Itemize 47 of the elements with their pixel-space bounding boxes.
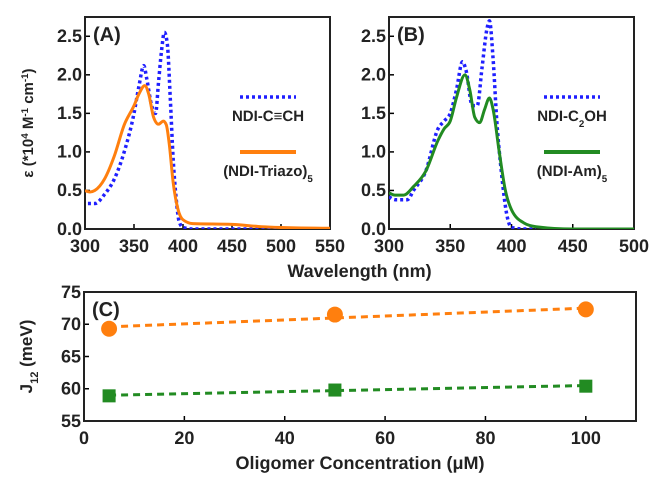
y-tick-label: 1.0 bbox=[56, 142, 82, 162]
y-tick-label: 2.0 bbox=[360, 64, 386, 85]
y-tick-label: 0.5 bbox=[56, 180, 82, 200]
x-tick-label: 350 bbox=[118, 236, 150, 256]
line-series bbox=[85, 84, 330, 229]
point bbox=[579, 380, 592, 393]
y-tick-label: 1.5 bbox=[56, 103, 82, 124]
y-tick-label: 0.5 bbox=[360, 180, 386, 200]
point bbox=[102, 389, 116, 402]
point bbox=[578, 301, 594, 318]
x-axis-title: Wavelength (nm) bbox=[287, 261, 432, 281]
legend-label: NDI-C$_{2}$OH bbox=[537, 108, 607, 130]
line-series bbox=[389, 19, 538, 229]
legend-label: (NDI-Am)$_{5}$ bbox=[536, 163, 608, 184]
legend-label: (NDI-Triazo)$_{5}$ bbox=[223, 163, 314, 184]
x-tick-label: 500 bbox=[618, 236, 650, 256]
y-tick-label: 2.5 bbox=[360, 26, 386, 46]
x-tick-label: 350 bbox=[435, 236, 466, 256]
y-tick-label: 2.0 bbox=[56, 64, 82, 85]
chart-title: (A) bbox=[93, 24, 121, 46]
y-tick-label: 70 bbox=[60, 314, 81, 334]
x-tick-label: 400 bbox=[496, 236, 527, 256]
x-tick-label: 400 bbox=[168, 236, 198, 256]
chart-title: (B) bbox=[397, 24, 425, 46]
y-tick-label: 55 bbox=[60, 410, 81, 431]
y-tick-label: 1.0 bbox=[360, 142, 386, 162]
point bbox=[101, 320, 118, 337]
x-tick-label: 450 bbox=[558, 236, 588, 256]
y-tick-label: 60 bbox=[60, 378, 81, 399]
x-tick-label: 80 bbox=[475, 428, 496, 448]
x-tick-label: 500 bbox=[266, 236, 296, 256]
y-tick-label: 2.5 bbox=[56, 26, 82, 46]
x-tick-label: 450 bbox=[216, 236, 248, 256]
x-tick-label: 0 bbox=[78, 428, 90, 448]
x-tick-label: 20 bbox=[174, 428, 194, 448]
legend-label: NDI-C≡CH bbox=[232, 108, 304, 125]
line-series bbox=[389, 73, 634, 229]
y-tick-label: 75 bbox=[60, 282, 81, 302]
y-tick-label: 1.5 bbox=[360, 103, 386, 124]
x-axis-title: Oligomer Concentration (μM) bbox=[235, 453, 485, 473]
chart-title: (C) bbox=[92, 299, 120, 321]
x-tick-label: 550 bbox=[314, 236, 346, 256]
point bbox=[328, 384, 342, 397]
point bbox=[326, 306, 343, 323]
y-tick-label: 65 bbox=[60, 346, 81, 366]
x-tick-label: 100 bbox=[570, 428, 601, 448]
x-tick-label: 40 bbox=[274, 428, 295, 448]
